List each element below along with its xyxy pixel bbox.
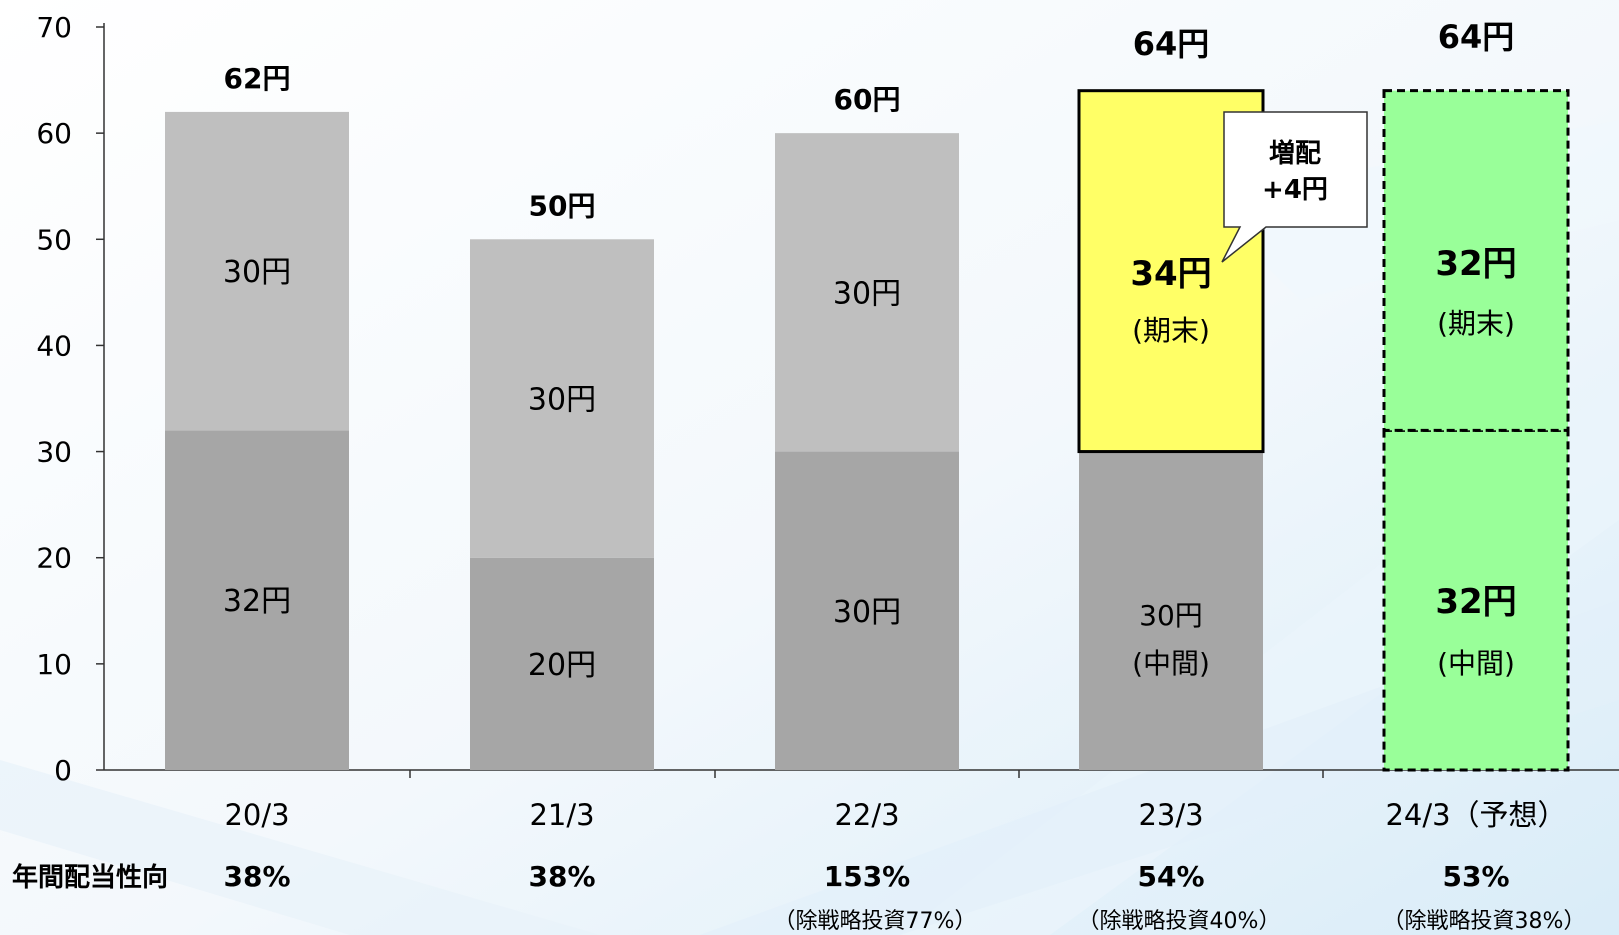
payout-ratio-note: （除戦略投資40%） (1078, 909, 1281, 934)
bar-segment-yearend (470, 239, 654, 558)
bar-segment-interim (165, 430, 349, 770)
x-category-label: 23/3 (1138, 798, 1203, 832)
x-category-label: 21/3 (529, 798, 594, 832)
payout-ratio-value: 53% (1442, 860, 1509, 893)
y-tick-label: 60 (36, 117, 72, 150)
callout-box (1221, 111, 1368, 263)
bar-segment-interim (1079, 451, 1263, 770)
bar-segment-interim (470, 557, 654, 770)
payout-ratio-value: 54% (1137, 860, 1204, 893)
x-category-label: 22/3 (834, 798, 899, 832)
segment-label-interim-sub: (中間) (1437, 647, 1515, 680)
y-tick-label: 20 (36, 542, 72, 575)
segment-label-yearend: 34円 (1130, 254, 1211, 294)
segment-label-interim: 32円 (1435, 582, 1516, 622)
y-tick-label: 30 (36, 436, 72, 469)
payout-ratio-value: 38% (223, 860, 290, 893)
bar-total-label: 60円 (834, 83, 901, 116)
y-tick-label: 10 (36, 648, 72, 681)
segment-label-yearend: 30円 (833, 276, 901, 311)
y-tick-label: 70 (36, 11, 72, 44)
bar-segment-interim (775, 451, 959, 770)
segment-label-yearend-sub: (期末) (1437, 307, 1515, 340)
segment-label-yearend: 30円 (223, 255, 291, 290)
y-tick-label: 0 (54, 754, 72, 787)
bar-segment-yearend (775, 133, 959, 452)
segment-label-interim: 20円 (528, 648, 596, 683)
payout-ratio-value: 153% (824, 860, 911, 893)
bar-segment-yearend (1382, 89, 1570, 432)
payout-ratio-note: （除戦略投資38%） (1383, 909, 1586, 934)
bar-total-label: 64円 (1133, 25, 1210, 63)
y-tick-label: 50 (36, 223, 72, 256)
segment-label-interim: 32円 (223, 584, 291, 619)
segment-label-yearend-sub: (期末) (1132, 314, 1210, 347)
bar-total-label: 50円 (529, 189, 596, 222)
segment-label-yearend: 32円 (1435, 244, 1516, 284)
payout-ratio-label: 年間配当性向 (12, 862, 168, 893)
bar-total-label: 64円 (1438, 18, 1515, 56)
payout-ratio-note: （除戦略投資77%） (774, 909, 977, 934)
callout-text-line1: 増配 (1269, 139, 1321, 169)
x-category-label: 24/3（予想） (1385, 798, 1566, 832)
segment-label-interim: 30円 (1139, 599, 1203, 632)
payout-ratio-value: 38% (528, 860, 595, 893)
segment-label-yearend: 30円 (528, 383, 596, 418)
bar-segment-interim (1382, 428, 1570, 772)
segment-label-interim-sub: (中間) (1132, 647, 1210, 680)
x-category-label: 20/3 (224, 798, 289, 832)
bar-segment-yearend (165, 111, 349, 431)
y-tick-label: 40 (36, 329, 72, 362)
bar-total-label: 62円 (224, 62, 291, 95)
callout-text-line2: +4円 (1262, 175, 1328, 205)
segment-label-interim: 30円 (833, 595, 901, 630)
